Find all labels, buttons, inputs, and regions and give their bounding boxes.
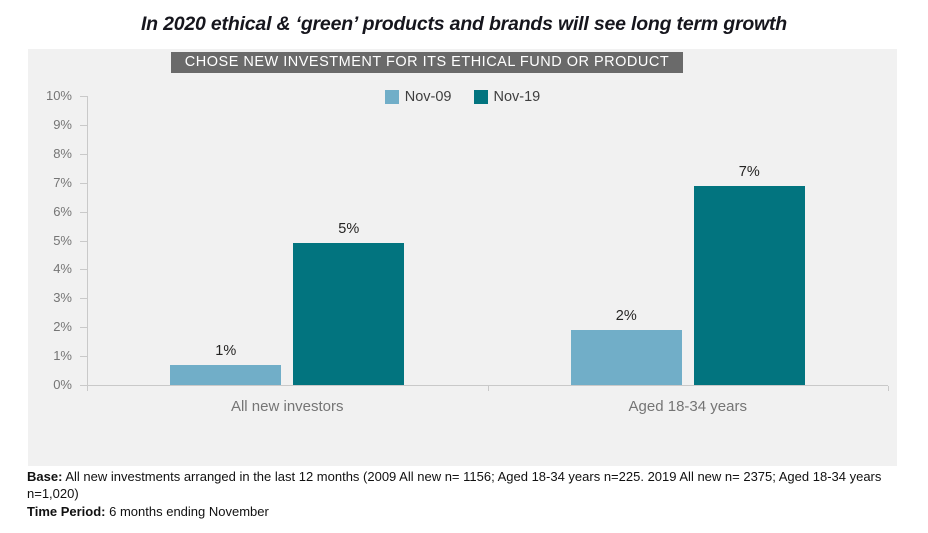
y-axis-tick (80, 269, 87, 271)
bar-nov-09-all-new-investors[interactable] (170, 364, 282, 385)
bar-label-nov-19-aged-18-34-years: 7% (738, 163, 760, 180)
y-axis-tick-label: 1% (53, 348, 72, 364)
bar-nov-19-all-new-investors[interactable] (293, 243, 405, 385)
legend-item-nov09[interactable]: Nov-09 (384, 89, 452, 105)
y-axis-line (87, 96, 88, 385)
time-period-note: Time Period: 6 months ending November (27, 504, 907, 521)
y-axis-tick-label: 4% (53, 261, 72, 277)
base-note: Base: All new investments arranged in th… (27, 469, 907, 502)
y-axis-tick-label: 3% (53, 290, 72, 306)
legend-item-nov19[interactable]: Nov-19 (473, 89, 541, 105)
y-axis-tick (80, 182, 87, 184)
y-axis-tick-label: 7% (53, 174, 72, 190)
y-axis-tick-label: 9% (53, 116, 72, 132)
legend-label-nov19: Nov-19 (493, 89, 541, 105)
bar-label-nov-09-aged-18-34-years: 2% (615, 308, 637, 325)
y-axis-tick (80, 385, 87, 386)
y-axis-tick-label: 2% (53, 319, 72, 335)
y-axis-tick-label: 10% (45, 88, 72, 103)
y-axis-tick (80, 298, 87, 300)
base-note-label: Base: (27, 469, 63, 484)
x-axis-tick (487, 386, 489, 391)
category-label-aged-18-34-years: Aged 18-34 years (628, 398, 747, 415)
plot-area: 0% 1% 2% 3% 4% 5% 6% 7% 8% 9% 10% 1% 5% All new inves… (28, 49, 897, 466)
chart-title: In 2020 ethical & ‘green’ products and b… (140, 13, 788, 35)
y-axis-tick-label: 0% (53, 377, 72, 392)
y-axis-tick-label: 5% (53, 232, 72, 248)
base-note-text: All new investments arranged in the last… (27, 469, 882, 501)
bar-label-nov-09-all-new-investors: 1% (215, 342, 237, 359)
chart-subtitle-banner: CHOSE NEW INVESTMENT FOR ITS ETHICAL FUN… (171, 52, 683, 73)
y-axis-tick (80, 356, 87, 358)
footnotes: Base: All new investments arranged in th… (27, 469, 907, 523)
y-axis-tick (80, 124, 87, 126)
x-axis-tick (87, 386, 88, 391)
category-label-all-new-investors: All new investors (230, 398, 344, 415)
legend: Nov-09 Nov-19 (28, 89, 897, 105)
x-axis-line (87, 385, 888, 386)
bar-nov-09-aged-18-34-years[interactable] (570, 330, 682, 385)
y-axis-tick-label: 6% (53, 203, 72, 219)
y-axis-tick (80, 327, 87, 329)
y-axis-tick-label: 8% (53, 145, 72, 161)
bar-label-nov-19-all-new-investors: 5% (338, 221, 360, 238)
time-period-label: Time Period: (27, 504, 106, 519)
time-period-text: 6 months ending November (109, 504, 269, 519)
legend-swatch-nov19 (473, 90, 488, 104)
y-axis-tick (80, 153, 87, 155)
x-axis-tick (888, 386, 889, 391)
legend-label-nov09: Nov-09 (404, 89, 452, 105)
y-axis-tick (80, 96, 87, 97)
chart-area: CHOSE NEW INVESTMENT FOR ITS ETHICAL FUN… (28, 49, 897, 466)
y-axis-tick (80, 240, 87, 242)
y-axis-tick (80, 211, 87, 213)
bar-nov-19-aged-18-34-years[interactable] (693, 185, 805, 385)
legend-swatch-nov09 (384, 90, 399, 104)
